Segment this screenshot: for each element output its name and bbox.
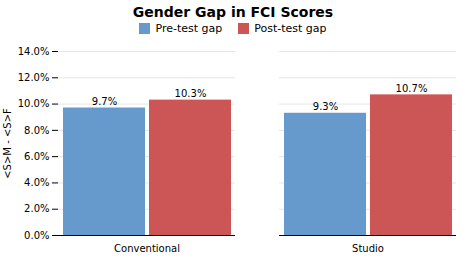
- svg-text:10.3%: 10.3%: [175, 88, 207, 99]
- svg-text:12.0%: 12.0%: [18, 72, 50, 83]
- svg-text:9.3%: 9.3%: [313, 101, 338, 112]
- svg-text:14.0%: 14.0%: [18, 46, 50, 57]
- svg-text:6.0%: 6.0%: [24, 151, 49, 162]
- svg-text:8.0%: 8.0%: [24, 125, 49, 136]
- svg-text:9.7%: 9.7%: [92, 96, 117, 107]
- svg-text:Studio: Studio: [352, 243, 384, 254]
- svg-text:4.0%: 4.0%: [24, 177, 49, 188]
- svg-text:2.0%: 2.0%: [24, 203, 49, 214]
- html-text:Post-test gap: Post-test gap: [254, 22, 327, 35]
- svg-text:<S>M - <S>F: <S>M - <S>F: [2, 108, 13, 179]
- html-text:Gender Gap in FCI Scores: Gender Gap in FCI Scores: [132, 4, 334, 20]
- svg-text:0.0%: 0.0%: [24, 230, 49, 241]
- svg-text:10.7%: 10.7%: [396, 83, 428, 94]
- svg-text:Conventional: Conventional: [114, 243, 180, 254]
- html-text:Pre-test gap: Pre-test gap: [155, 22, 223, 35]
- svg-text:10.0%: 10.0%: [18, 98, 50, 109]
